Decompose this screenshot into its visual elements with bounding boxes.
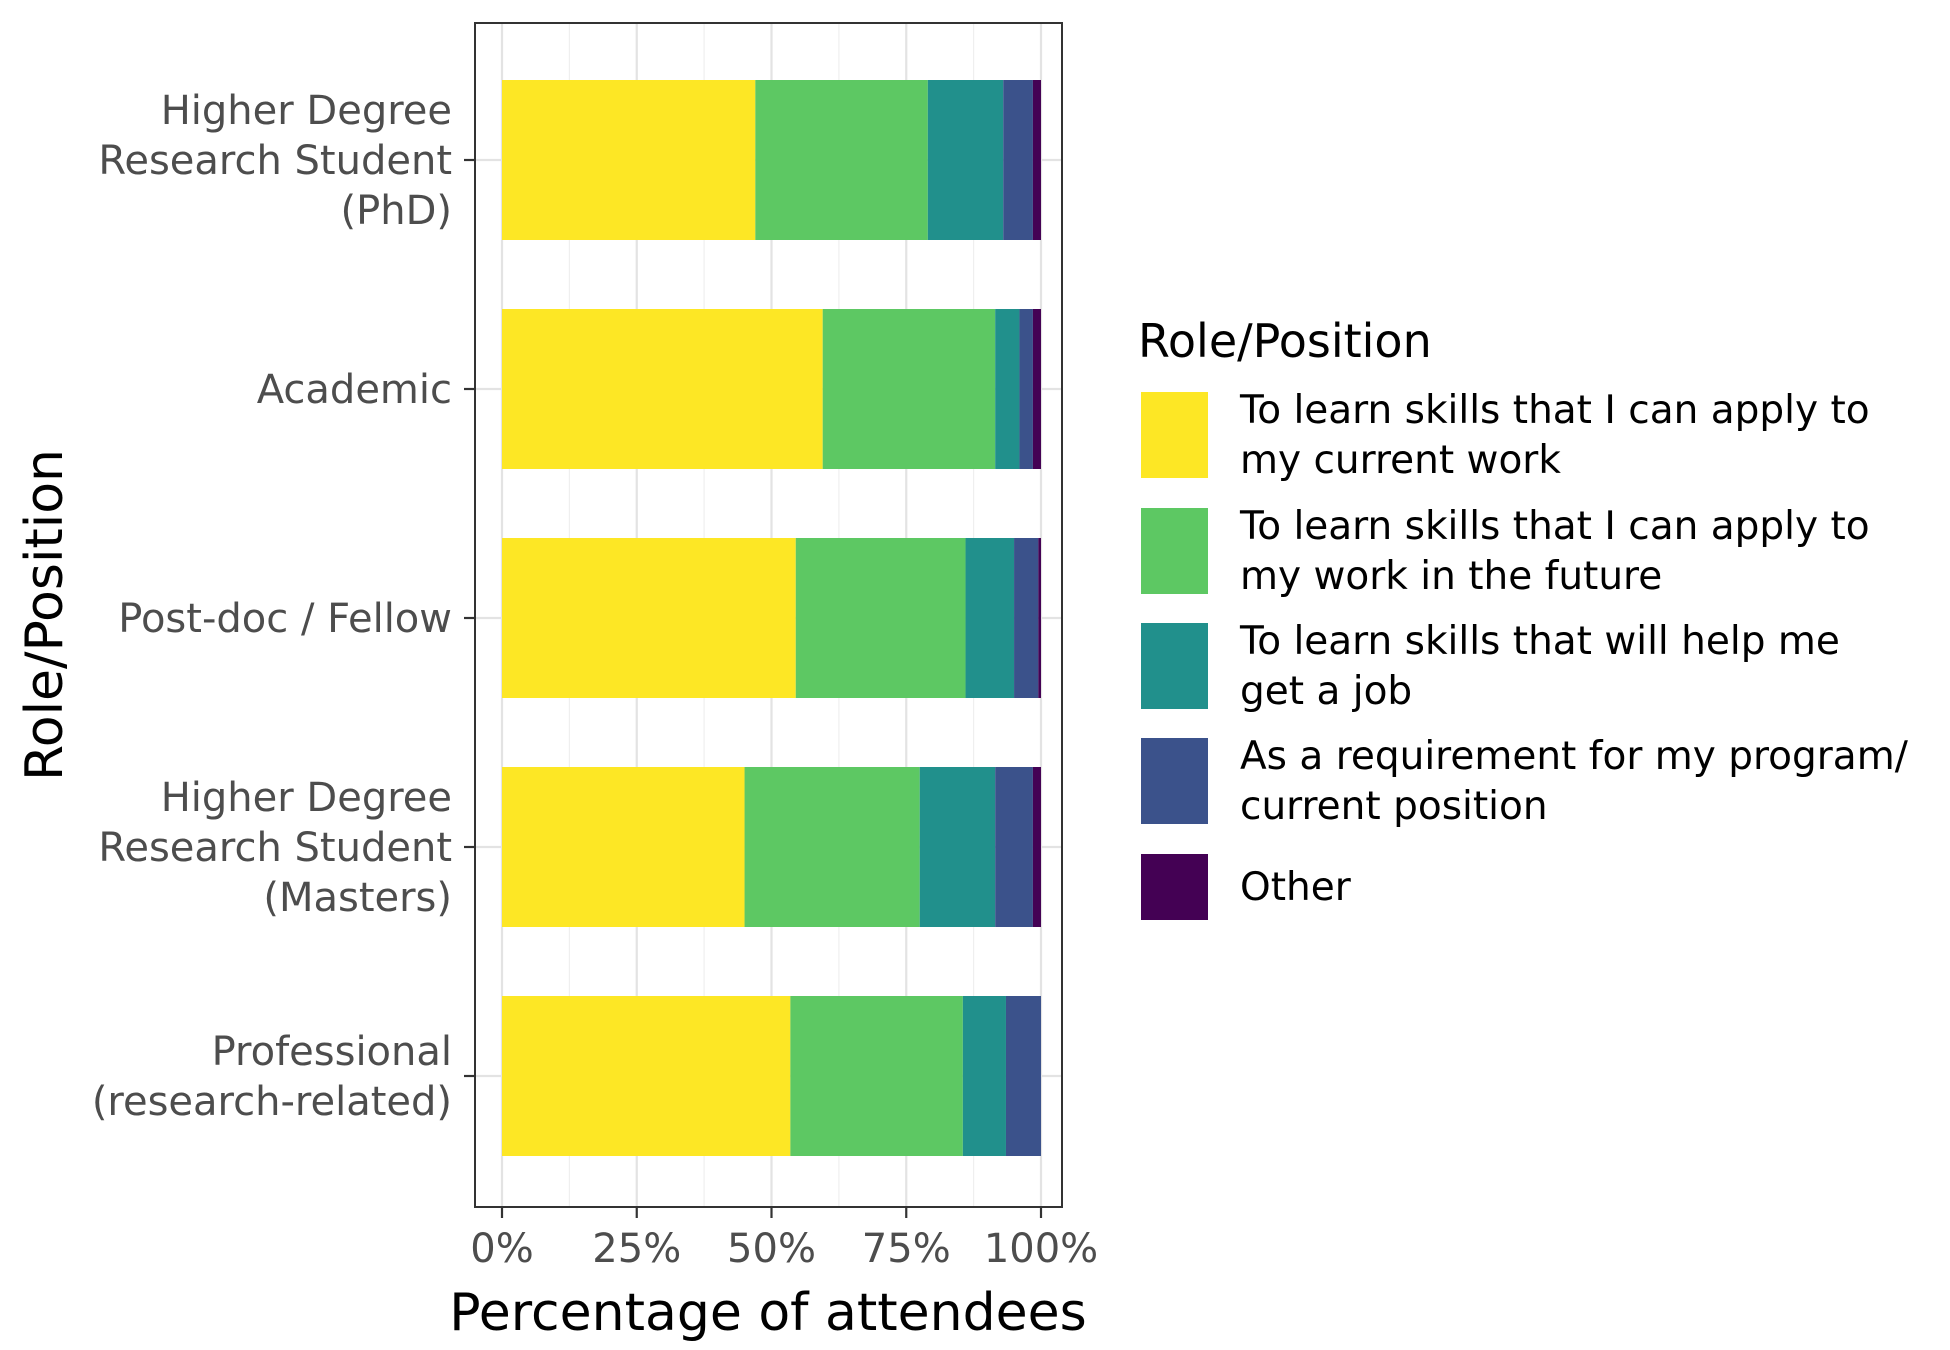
legend-label: To learn skills that I can apply to [1239, 504, 1870, 549]
legend-title: Role/Position [1138, 314, 1432, 368]
bar-segment-5-3 [962, 996, 1006, 1156]
bar-segment-1-3 [927, 80, 1004, 240]
x-axis-title: Percentage of attendees [449, 1283, 1086, 1343]
y-tick-label: Higher Degree [161, 88, 452, 134]
legend-label: As a requirement for my program/ [1240, 734, 1909, 779]
y-tick-label: Professional [212, 1029, 452, 1075]
bar-segment-5-4 [1005, 996, 1041, 1156]
bar-segment-5-1 [502, 996, 791, 1156]
bar-segment-2-5 [1032, 309, 1041, 469]
legend-label: my current work [1240, 438, 1561, 483]
x-tick-label: 100% [984, 1226, 1098, 1272]
x-tick-label: 0% [470, 1226, 533, 1272]
x-tick-label: 50% [727, 1226, 816, 1272]
bar-segment-3-5 [1038, 538, 1041, 698]
bars [502, 80, 1041, 1156]
y-axis-title: Role/Position [15, 449, 75, 781]
bar-segment-4-1 [502, 767, 745, 927]
legend-label: Other [1240, 865, 1352, 910]
y-tick-label: (PhD) [341, 188, 452, 234]
y-tick-label: (research-related) [92, 1079, 452, 1125]
bar-segment-1-2 [755, 80, 928, 240]
legend-label: get a job [1240, 669, 1412, 714]
bar-segment-1-4 [1003, 80, 1033, 240]
y-tick-label: Research Student [98, 825, 452, 871]
bar-segment-2-3 [995, 309, 1020, 469]
legend: Role/Position To learn skills that I can… [1138, 314, 1909, 920]
bar-segment-4-2 [744, 767, 920, 927]
bar-segment-3-2 [795, 538, 966, 698]
bar-segment-4-3 [919, 767, 996, 927]
bar-segment-3-4 [1014, 538, 1039, 698]
y-tick-label: Academic [257, 367, 452, 413]
x-tick-label: 75% [862, 1226, 951, 1272]
y-tick-label: Higher Degree [161, 775, 452, 821]
legend-key-5 [1141, 854, 1208, 920]
y-tick-label: Post-doc / Fellow [118, 596, 452, 642]
bar-segment-2-2 [822, 309, 996, 469]
legend-key-1 [1141, 392, 1208, 478]
bar-segment-2-4 [1019, 309, 1033, 469]
legend-label: my work in the future [1240, 554, 1662, 599]
legend-items: To learn skills that I can apply to my cu… [1141, 388, 1909, 920]
legend-key-3 [1141, 623, 1208, 709]
legend-key-2 [1141, 508, 1208, 594]
legend-label: current position [1240, 784, 1548, 829]
bar-segment-3-3 [965, 538, 1015, 698]
bar-segment-2-1 [502, 309, 823, 469]
y-tick-label: Research Student [98, 138, 452, 184]
bar-segment-1-1 [502, 80, 756, 240]
x-axis: 0% 25% 50% 75% 100% [470, 1207, 1098, 1272]
x-tick-label: 25% [592, 1226, 681, 1272]
bar-segment-5-2 [790, 996, 963, 1156]
bar-segment-4-5 [1032, 767, 1041, 927]
y-tick-label: (Masters) [263, 875, 452, 921]
legend-key-4 [1141, 738, 1208, 824]
bar-segment-3-1 [502, 538, 796, 698]
plot-panel-border [474, 22, 1063, 1208]
legend-label: To learn skills that will help me [1239, 619, 1840, 664]
legend-label: To learn skills that I can apply to [1239, 388, 1870, 433]
bar-segment-1-5 [1032, 80, 1041, 240]
bar-segment-4-4 [995, 767, 1033, 927]
